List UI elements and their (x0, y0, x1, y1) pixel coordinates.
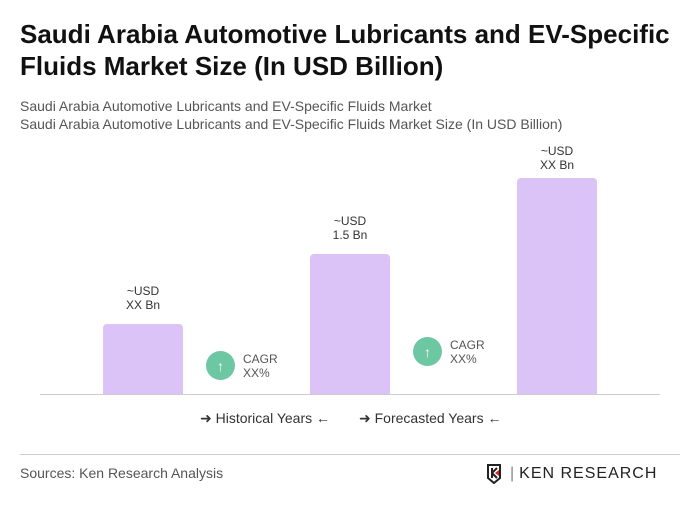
arrow-left-icon: ← (312, 410, 331, 426)
subtitle-2: Saudi Arabia Automotive Lubricants and E… (20, 116, 563, 132)
subtitle: Saudi Arabia Automotive Lubricants and E… (20, 98, 432, 114)
header: Saudi Arabia Automotive Lubricants and E… (20, 18, 690, 133)
cagr-2: ↑ CAGR XX% (413, 337, 485, 366)
x-axis (40, 394, 660, 395)
legend-forecasted: ➜ Forecasted Years ← (359, 410, 502, 426)
divider (20, 454, 680, 455)
bar-2 (310, 254, 390, 394)
data-label-1: ~USD XX Bn (125, 284, 161, 312)
arrow-left-icon: ← (483, 410, 502, 426)
logo-icon (487, 464, 501, 484)
cagr-1: ↑ CAGR XX% (206, 351, 278, 380)
ken-research-logo: | KEN RESEARCH (486, 464, 657, 484)
bar-3 (517, 178, 597, 394)
arrow-up-icon: ↑ (206, 351, 235, 380)
source-text: Sources: Ken Research Analysis (20, 465, 224, 481)
arrow-right-icon: ➜ (359, 410, 375, 426)
arrow-right-icon: ➜ (200, 410, 216, 426)
logo-text: KEN RESEARCH (519, 465, 658, 482)
bar-1 (103, 324, 183, 394)
logo-separator: | (510, 465, 516, 482)
data-label-2: ~USD 1.5 Bn (332, 214, 368, 242)
arrow-up-icon: ↑ (413, 337, 442, 366)
legend-historical: ➜ Historical Years ← (200, 410, 331, 426)
page-title: Saudi Arabia Automotive Lubricants and E… (20, 19, 670, 81)
data-label-3: ~USD XX Bn (539, 144, 575, 172)
